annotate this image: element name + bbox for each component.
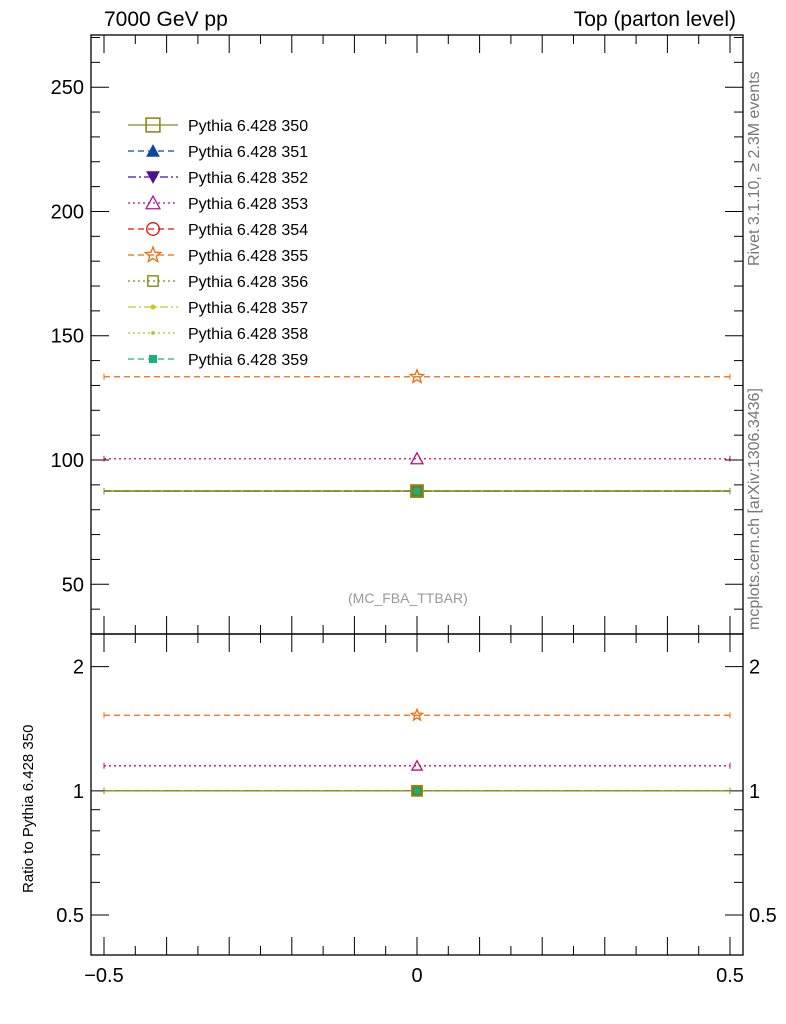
legend-label: Pythia 6.428 350	[188, 118, 308, 135]
reference-point-inner-marker	[413, 487, 421, 495]
legend-marker	[151, 331, 155, 335]
legend-label: Pythia 6.428 353	[188, 196, 308, 213]
y-tick-label: 50	[62, 574, 84, 596]
ratio-y-tick-label-right: 2	[749, 657, 760, 679]
legend-marker	[148, 354, 158, 364]
y-tick-label: 150	[51, 326, 84, 348]
legend-marker	[146, 171, 160, 184]
ratio-point-marker	[410, 759, 424, 771]
rivet-version-label: Rivet 3.1.10, ≥ 2.3M events	[746, 71, 763, 266]
legend-label: Pythia 6.428 358	[188, 326, 308, 343]
y-tick-label: 100	[51, 450, 84, 472]
x-tick-label: 0	[411, 965, 422, 987]
legend-label: Pythia 6.428 359	[188, 352, 308, 369]
legend-marker	[145, 194, 161, 210]
legend-label: Pythia 6.428 351	[188, 144, 308, 161]
x-tick-label: 0.5	[716, 965, 744, 987]
legend-label: Pythia 6.428 357	[188, 300, 308, 317]
analysis-tag: (MC_FBA_TTBAR)	[348, 590, 468, 606]
ratio-y-tick-label: 0.5	[56, 905, 84, 927]
mcplots-reference-label: mcplots.cern.ch [arXiv:1306.3436]	[746, 388, 763, 630]
ratio-y-tick-label: 2	[73, 657, 84, 679]
data-point-marker	[409, 451, 425, 465]
ratio-y-tick-label: 1	[73, 781, 84, 803]
legend-marker	[143, 245, 163, 263]
y-tick-label: 200	[51, 201, 84, 223]
ratio-y-tick-label-right: 0.5	[749, 905, 777, 927]
legend-marker	[150, 304, 156, 310]
y-tick-label: 250	[51, 77, 84, 99]
ratio-reference-inner-marker	[414, 787, 420, 794]
legend-label: Pythia 6.428 354	[188, 222, 308, 239]
x-tick-label: −0.5	[84, 965, 123, 987]
ratio-point-marker	[409, 707, 425, 722]
data-point-marker	[408, 367, 426, 384]
legend-label: Pythia 6.428 355	[188, 248, 308, 265]
observable-title: Top (parton level)	[573, 8, 736, 31]
ratio-y-tick-label-right: 1	[749, 781, 760, 803]
legend-marker	[146, 222, 160, 236]
legend-marker	[145, 117, 161, 133]
legend-label: Pythia 6.428 356	[188, 274, 308, 291]
energy-label: 7000 GeV pp	[104, 8, 228, 31]
legend-marker	[146, 144, 160, 157]
legend-label: Pythia 6.428 352	[188, 170, 308, 187]
legend-marker	[147, 275, 159, 287]
ratio-y-axis-label: Ratio to Pythia 6.428 350	[20, 724, 37, 893]
